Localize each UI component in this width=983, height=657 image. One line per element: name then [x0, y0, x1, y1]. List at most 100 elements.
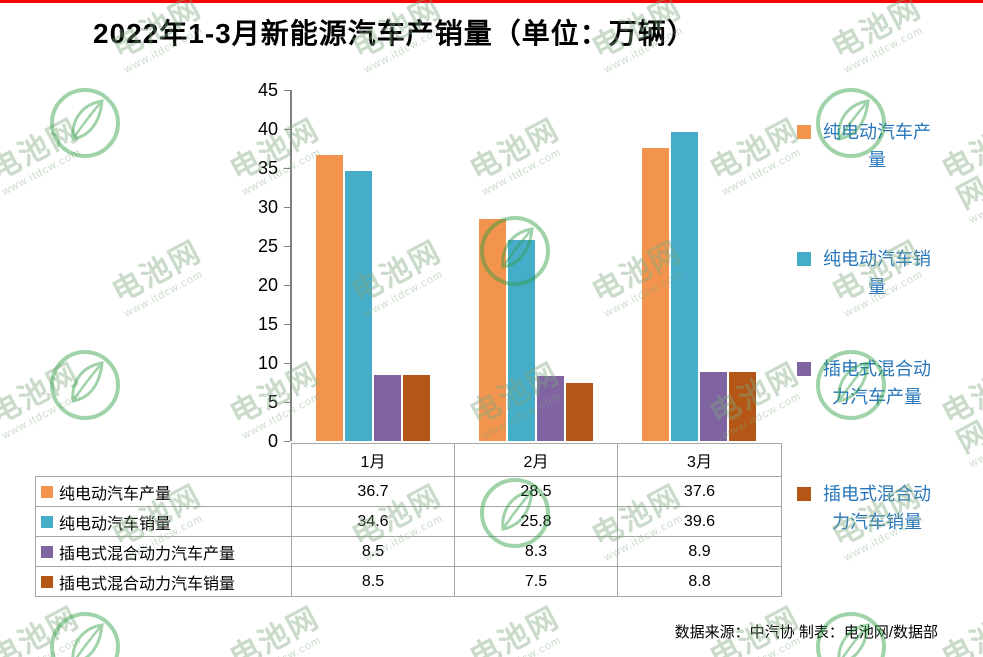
y-tick-label-45: 45: [257, 80, 278, 100]
value-series1-month3: 37.6: [617, 476, 782, 507]
series-name: 插电式混合动力汽车销量: [59, 575, 236, 593]
watermark-brand: 电池网: [224, 601, 326, 657]
table-row-series1: 纯电动汽车产量 36.7 28.5 37.6: [35, 476, 782, 507]
y-tick-mark: [284, 363, 290, 364]
value-series4-month2: 7.5: [454, 566, 618, 597]
source-note: 数据来源：中汽协 制表：电池网/数据部: [674, 624, 938, 641]
value-series1-month1: 36.7: [291, 476, 455, 507]
y-tick-mark: [284, 402, 290, 403]
legend-label: 纯电动汽车销量: [823, 249, 931, 297]
value-series3-month1: 8.5: [291, 536, 455, 567]
watermark-url: www.itdcw.com: [0, 390, 84, 442]
series-label-cell: 插电式混合动力汽车产量: [35, 536, 292, 567]
y-tick-label-10: 10: [257, 353, 278, 373]
watermark-url: www.itdcw.com: [240, 630, 330, 657]
y-tick-label-20: 20: [257, 275, 278, 295]
y-tick-mark: [284, 90, 290, 91]
value-series3-month3: 8.9: [617, 536, 782, 567]
series-swatch-icon: [41, 545, 53, 558]
plot-area: [290, 90, 780, 441]
value-series4-month1: 8.5: [291, 566, 455, 597]
bar-series2-month1: [345, 171, 373, 441]
bar-series2-month2: [508, 239, 535, 441]
y-tick-mark: [284, 441, 290, 442]
bar-series1-month1: [316, 154, 344, 441]
legend-item-series3: 插电式混合动力汽车产量: [797, 355, 934, 411]
y-tick-label-5: 5: [267, 392, 278, 412]
table-header-month1: 1月: [291, 443, 455, 477]
bar-group-1: [292, 90, 455, 441]
y-tick-label-30: 30: [257, 197, 278, 217]
bar-series3-month1: [374, 374, 402, 441]
y-tick-label-15: 15: [257, 314, 278, 334]
watermark-brand: 电池网: [0, 357, 86, 432]
bar-series4-month3: [728, 372, 756, 441]
watermark-url: www.itdcw.com: [842, 24, 926, 76]
legend-item-series2: 纯电动汽车销量: [797, 245, 934, 301]
series-label-cell: 纯电动汽车销量: [35, 506, 292, 537]
value-series1-month2: 28.5: [454, 476, 618, 507]
bar-series2-month3: [670, 132, 698, 441]
watermark-brand: 电池网: [464, 601, 566, 657]
y-tick-label-40: 40: [257, 119, 278, 139]
watermark-brand: 电池网: [106, 235, 208, 310]
table-header-month3: 3月: [617, 443, 782, 477]
y-axis: 45 40 35 30 25 20 15 10 5 0: [220, 80, 290, 451]
chart-title: 2022年1-3月新能源汽车产销量（单位：万辆）: [93, 18, 696, 49]
bar-series1-month3: [641, 147, 669, 441]
watermark-brand: 电池网: [936, 616, 983, 657]
legend-swatch-icon: [797, 125, 811, 139]
legend-label: 纯电动汽车产量: [823, 122, 931, 170]
table-header-month2: 2月: [454, 443, 618, 477]
bar-series4-month2: [566, 382, 593, 441]
y-tick-label-35: 35: [257, 158, 278, 178]
y-tick-mark: [284, 168, 290, 169]
watermark-url: www.itdcw.com: [0, 630, 90, 657]
legend-swatch-icon: [797, 362, 811, 376]
series-swatch-icon: [41, 575, 53, 588]
legend-label: 插电式混合动力汽车产量: [823, 359, 931, 407]
bar-series1-month2: [479, 218, 506, 441]
table-row-series3: 插电式混合动力汽车产量 8.5 8.3 8.9: [35, 536, 782, 567]
legend-item-series4: 插电式混合动力汽车销量: [797, 480, 934, 536]
watermark-url: www.itdcw.com: [122, 268, 206, 320]
table-header-row: 1月 2月 3月: [36, 443, 782, 477]
series-swatch-icon: [41, 515, 53, 528]
data-table-wrap: 1月 2月 3月 纯电动汽车产量 36.7 28.5 37.6 纯电动汽车销量 34.6 25.8…: [35, 443, 782, 597]
series-label-cell: 纯电动汽车产量: [35, 476, 292, 507]
watermark-brand: 电池网: [0, 113, 86, 188]
legend-swatch-icon: [797, 487, 811, 501]
table-row-series4: 插电式混合动力汽车销量 8.5 7.5 8.8: [35, 566, 782, 597]
y-tick-mark: [284, 129, 290, 130]
y-tick-mark: [284, 285, 290, 286]
data-table: 1月 2月 3月 纯电动汽车产量 36.7 28.5 37.6 纯电动汽车销量 34.6 25.8…: [35, 443, 782, 597]
y-tick-label-25: 25: [257, 236, 278, 256]
watermark-url: www.itdcw.com: [480, 630, 570, 657]
series-name: 插电式混合动力汽车产量: [59, 545, 236, 563]
brand-logo-icon: [48, 610, 122, 657]
series-label: 插电式混合动力汽车销量: [36, 570, 291, 594]
watermark-url: www.itdcw.com: [0, 146, 84, 198]
y-tick-mark: [284, 207, 290, 208]
bar-group-2: [455, 90, 618, 441]
series-label: 插电式混合动力汽车产量: [36, 540, 291, 564]
top-red-line: [0, 0, 983, 3]
watermark-brand: 电池网: [826, 0, 928, 66]
value-series2-month1: 34.6: [291, 506, 455, 537]
series-label-cell: 插电式混合动力汽车销量: [35, 566, 292, 597]
legend: 纯电动汽车产量 纯电动汽车销量 插电式混合动力汽车产量 插电式混合动力汽车销量: [797, 112, 977, 552]
value-series3-month2: 8.3: [454, 536, 618, 567]
legend-label: 插电式混合动力汽车销量: [823, 484, 931, 532]
value-series2-month2: 25.8: [454, 506, 618, 537]
bar-group-3: [617, 90, 780, 441]
series-label: 纯电动汽车产量: [36, 480, 291, 504]
bar-series3-month3: [699, 371, 727, 441]
